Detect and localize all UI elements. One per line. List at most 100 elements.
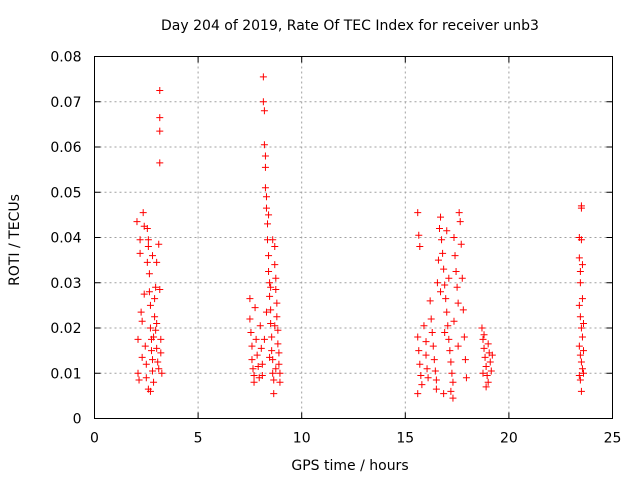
data-point (155, 240, 163, 248)
data-point (577, 236, 585, 244)
data-point (272, 286, 280, 294)
data-point (265, 211, 273, 219)
data-point (418, 381, 426, 389)
y-tick-label: 0.02 (50, 321, 81, 337)
data-point (153, 258, 161, 266)
y-tick-label: 0.05 (50, 185, 81, 201)
data-point (275, 349, 283, 357)
data-point (452, 267, 460, 275)
data-point (156, 86, 164, 94)
data-point (440, 265, 448, 273)
data-point (481, 353, 489, 361)
data-point (576, 376, 584, 384)
data-point (414, 333, 422, 341)
data-point (438, 236, 446, 244)
data-point (246, 315, 254, 323)
data-point (271, 261, 279, 269)
data-point (251, 304, 259, 312)
data-point (578, 365, 586, 373)
chart-title: Day 204 of 2019, Rate Of TEC Index for r… (161, 18, 539, 34)
data-point (577, 358, 585, 366)
data-point (447, 358, 455, 366)
data-point (447, 387, 455, 395)
data-point (577, 324, 585, 332)
x-tick-label: 0 (90, 431, 99, 447)
data-point (156, 114, 164, 122)
data-point (460, 333, 468, 341)
data-point (144, 236, 152, 244)
data-point (429, 342, 437, 350)
data-point (422, 351, 430, 359)
data-point (275, 360, 283, 368)
data-point (262, 204, 270, 212)
data-point (482, 362, 490, 370)
data-point (266, 292, 274, 300)
data-point (265, 252, 273, 260)
data-point (444, 322, 452, 330)
data-point (151, 295, 159, 303)
data-point (142, 374, 150, 382)
data-point (455, 209, 463, 217)
grid (94, 56, 613, 419)
data-point (579, 319, 587, 327)
data-point (153, 319, 161, 327)
data-point (487, 367, 495, 375)
data-point (488, 351, 496, 359)
data-point (273, 313, 281, 321)
data-point (270, 390, 278, 398)
data-point (422, 338, 430, 346)
data-point (577, 387, 585, 395)
data-point (134, 335, 142, 343)
data-point (145, 288, 153, 296)
data-points (133, 73, 587, 402)
data-point (416, 360, 424, 368)
data-point (432, 376, 440, 384)
x-tick-label: 25 (604, 431, 622, 447)
data-point (268, 347, 276, 355)
x-tick-label: 15 (396, 431, 414, 447)
data-point (261, 163, 269, 171)
data-point (256, 322, 264, 330)
y-tick-label: 0.03 (50, 276, 81, 292)
data-point (450, 234, 458, 241)
data-point (258, 360, 266, 368)
data-point (262, 193, 270, 201)
data-point (453, 283, 461, 291)
y-tick-label: 0 (73, 412, 82, 428)
data-point (449, 378, 457, 386)
data-point (457, 240, 465, 248)
y-tick-label: 0.04 (50, 231, 81, 247)
axis-ticks: 0 5 10 15 20 25 0 0.01 0.02 0.03 0.04 0.05 0.06 0.07 0… (50, 50, 621, 447)
data-point (449, 394, 457, 402)
data-point (253, 351, 261, 359)
data-point (578, 295, 586, 303)
data-point (269, 236, 277, 244)
data-point (478, 324, 486, 332)
data-point (149, 252, 157, 260)
data-point (430, 356, 438, 364)
data-point (267, 319, 275, 327)
data-point (442, 295, 450, 303)
data-point (445, 335, 453, 343)
data-point (575, 372, 583, 380)
data-point (264, 220, 272, 228)
data-point (420, 322, 428, 330)
data-point (260, 107, 268, 115)
data-point (415, 347, 423, 355)
data-point (462, 374, 470, 382)
data-point (424, 374, 432, 382)
data-point (433, 279, 441, 287)
data-point (133, 218, 141, 226)
data-point (575, 254, 583, 262)
data-point (149, 367, 157, 375)
data-point (252, 335, 260, 343)
data-point (480, 331, 488, 339)
data-point (134, 369, 142, 377)
data-point (157, 349, 165, 357)
data-point (267, 283, 275, 291)
data-point (249, 365, 257, 373)
data-point (276, 369, 284, 377)
data-point (139, 209, 147, 217)
data-point (482, 383, 490, 391)
